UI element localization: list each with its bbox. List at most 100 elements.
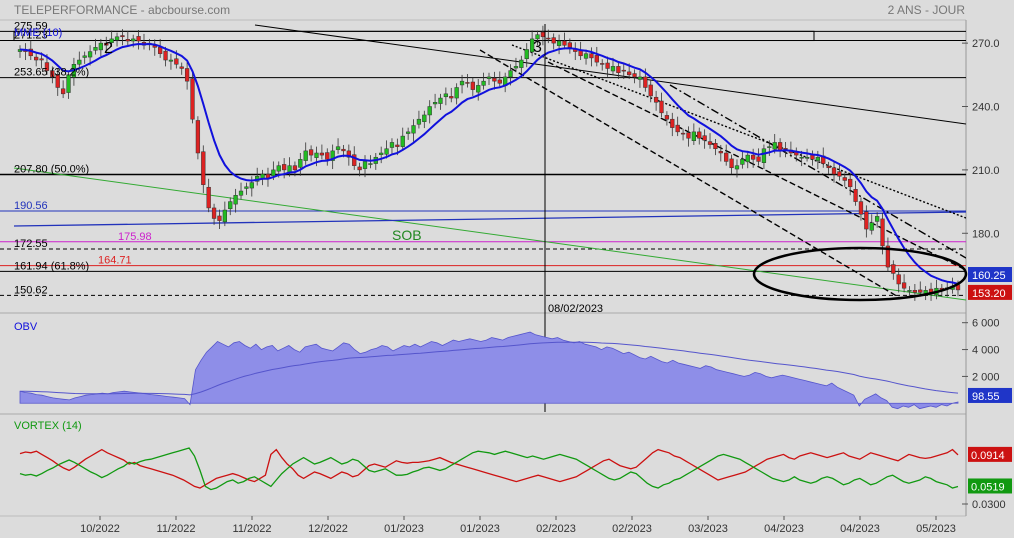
- candle-body: [233, 194, 238, 205]
- candle-body: [864, 211, 869, 230]
- candle-body: [352, 154, 357, 166]
- candle-body: [330, 150, 335, 161]
- level-label: 190.56: [14, 200, 48, 212]
- x-tick-label: 11/2022: [233, 523, 272, 535]
- candle-body: [55, 74, 60, 88]
- candle-body: [271, 169, 276, 177]
- candle-body: [605, 62, 610, 69]
- trendline: [511, 44, 966, 219]
- trendline: [669, 84, 966, 259]
- price-tick-label: 270.0: [972, 38, 1000, 50]
- candle-body: [767, 146, 772, 148]
- candle-body: [751, 154, 756, 160]
- candle-body: [379, 152, 384, 155]
- candle-body: [600, 63, 605, 65]
- candle-body: [314, 152, 319, 158]
- vortex-minus-line: [19, 447, 959, 491]
- candle-body: [643, 76, 648, 88]
- candle-body: [411, 125, 416, 134]
- trendline: [547, 61, 966, 271]
- wave-2-label: 2: [104, 40, 113, 57]
- candle-body: [875, 216, 880, 222]
- candle-body: [325, 152, 330, 160]
- candle-body: [389, 142, 395, 148]
- candle-body: [163, 50, 168, 61]
- candle-body: [346, 150, 351, 158]
- candle-body: [384, 148, 389, 155]
- candle-body: [610, 66, 616, 72]
- obv-tick-label: 2 000: [972, 371, 1000, 383]
- candle-body: [465, 82, 470, 84]
- candle-body: [745, 154, 750, 163]
- x-tick-label: 02/2023: [612, 523, 652, 535]
- candle-body: [443, 93, 449, 98]
- candle-body: [50, 70, 55, 78]
- candle-body: [432, 102, 438, 105]
- candle-body: [481, 80, 486, 86]
- candle-body: [799, 156, 804, 159]
- candle-body: [519, 59, 524, 68]
- candle-body: [368, 163, 373, 165]
- level-label: 271.23: [14, 30, 48, 42]
- candle-body: [438, 97, 443, 104]
- candle-body: [508, 70, 513, 78]
- vortex-plus-tag-label: 0.0914: [971, 450, 1005, 462]
- candle-body: [740, 159, 745, 165]
- candle-body: [152, 45, 157, 48]
- trendline: [479, 49, 901, 299]
- candle-body: [60, 88, 66, 95]
- level-label: 164.71: [98, 255, 132, 267]
- x-tick-label: 04/2023: [840, 523, 880, 535]
- vortex-plus-line: [19, 448, 959, 489]
- candle-body: [772, 142, 777, 150]
- highlight-ellipse: [752, 246, 968, 302]
- candle-body: [702, 135, 707, 141]
- candle-body: [912, 290, 918, 293]
- candle-body: [524, 49, 529, 60]
- candle-body: [39, 58, 44, 61]
- mme-price-tag: [968, 267, 1012, 283]
- range-box: [13, 30, 815, 42]
- candle-body: [594, 55, 599, 63]
- obv-tick-label: 4 000: [972, 345, 1000, 357]
- mme-label: MME (10): [14, 27, 62, 39]
- candle-body: [201, 151, 206, 185]
- candle-body: [136, 36, 141, 42]
- candle-body: [93, 47, 98, 51]
- candle-body: [513, 66, 519, 69]
- support-resistance-levels: [0, 30, 966, 296]
- candle-body: [319, 152, 325, 156]
- price-tick-label: 180.0: [972, 228, 1000, 240]
- candle-body: [729, 158, 734, 169]
- candle-body: [627, 71, 632, 76]
- candle-body: [206, 186, 211, 209]
- candle-body: [497, 79, 502, 84]
- candle-body: [406, 131, 411, 134]
- candle-body: [567, 42, 572, 48]
- candle-body: [637, 76, 643, 80]
- candle-body: [449, 96, 454, 99]
- candle-body: [583, 53, 589, 59]
- candle-body: [400, 135, 405, 147]
- x-tick-label: 11/2022: [157, 523, 196, 535]
- candle-body: [691, 131, 696, 141]
- candle-body: [546, 37, 551, 40]
- level-label: 172.55: [14, 238, 48, 250]
- candle-body: [87, 51, 93, 58]
- candle-body: [158, 47, 163, 54]
- candle-body: [395, 144, 400, 147]
- candle-body: [858, 201, 864, 215]
- candle-body: [427, 106, 432, 116]
- candle-body: [556, 40, 562, 46]
- level-label: 207.80 (50.0%): [14, 164, 89, 176]
- candle-body: [589, 53, 594, 59]
- candle-body: [664, 115, 670, 120]
- sob-label: SOB: [392, 227, 422, 243]
- trendline: [254, 24, 966, 125]
- candle-body: [670, 118, 675, 128]
- x-tick-label: 04/2023: [764, 523, 804, 535]
- candle-body: [718, 151, 723, 154]
- candle-body: [675, 124, 680, 133]
- trendline: [13, 211, 966, 227]
